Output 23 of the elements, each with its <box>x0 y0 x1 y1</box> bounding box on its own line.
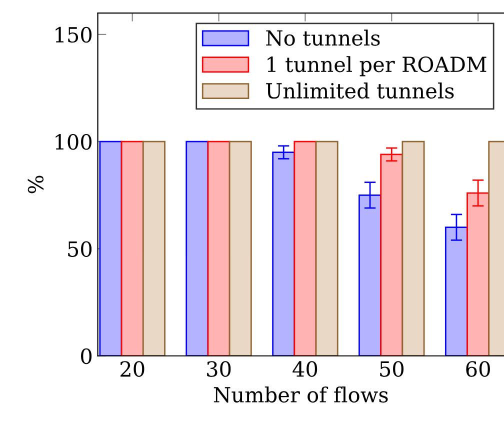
legend-label: Unlimited tunnels <box>266 82 454 99</box>
bar <box>120 140 144 356</box>
y-tick-label: 100 <box>56 134 92 150</box>
x-tick-label: 60 <box>466 361 490 377</box>
x-tick-label: 50 <box>380 361 404 377</box>
bar <box>142 140 166 356</box>
x-tick-label: 40 <box>292 361 318 377</box>
bar <box>207 140 230 356</box>
bar <box>228 140 252 356</box>
y-tick-label: 150 <box>56 26 92 43</box>
bar <box>186 140 209 356</box>
y-tick-label: 0 <box>81 348 92 364</box>
x-axis-title: Number of flows <box>214 386 388 403</box>
y-tick-label: 50 <box>68 241 92 257</box>
x-tick-label: 30 <box>207 361 231 377</box>
bar <box>402 140 425 356</box>
bar <box>99 140 122 356</box>
x-tick-label: 20 <box>120 361 144 377</box>
y-axis-title: % <box>28 176 44 194</box>
legend-label: No tunnels <box>266 30 380 46</box>
legend-label: 1 tunnel per ROADM <box>268 56 486 76</box>
bar <box>315 140 338 356</box>
bar <box>294 140 317 356</box>
